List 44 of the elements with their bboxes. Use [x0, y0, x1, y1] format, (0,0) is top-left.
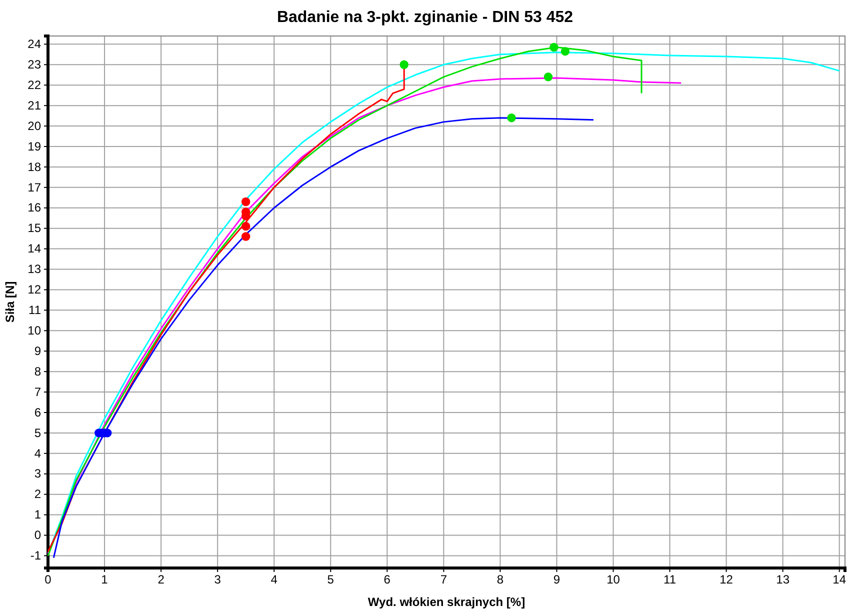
- x-tick-label: 6: [384, 572, 391, 587]
- y-tick-label: 23: [28, 57, 42, 72]
- x-tick-label: 1: [101, 572, 108, 587]
- x-tick-label: 4: [270, 572, 278, 587]
- x-tick-label: 11: [664, 572, 676, 587]
- y-tick-label: 18: [28, 160, 42, 174]
- y-tick-label: 16: [28, 200, 42, 215]
- x-tick-label: 2: [158, 572, 165, 587]
- y-tick-label: 11: [28, 303, 42, 318]
- y-tick-label: -1: [30, 548, 42, 563]
- y-tick-label: 7: [34, 384, 42, 399]
- x-tick-label: 5: [327, 572, 334, 587]
- y-tick-label: 4: [34, 446, 42, 460]
- y-tick-label: 21: [28, 98, 42, 112]
- y-tick-label: 14: [28, 242, 42, 256]
- x-tick-label: 10: [606, 572, 620, 587]
- y-tick-label: 2: [34, 487, 42, 502]
- x-axis-title: Wyd. włókien skrajnych [%]: [368, 595, 526, 609]
- y-tick-label: 10: [28, 323, 42, 338]
- y-axis-title: Siła [N]: [3, 281, 17, 323]
- y-tick-label: 1: [34, 508, 42, 522]
- y-tick-label: 13: [28, 262, 42, 276]
- x-tick-label: 13: [776, 572, 790, 587]
- y-tick-label: 6: [34, 405, 42, 420]
- y-tick-label: 20: [28, 118, 42, 133]
- y-tick-label: 24: [28, 37, 42, 52]
- x-tick-label: 14: [832, 572, 846, 587]
- y-tick-label: 0: [34, 528, 42, 542]
- x-tick-label: 0: [44, 572, 52, 587]
- x-tick-label: 12: [720, 572, 734, 587]
- y-tick-label: 15: [28, 221, 42, 236]
- x-tick-label: 7: [440, 572, 448, 587]
- y-tick-label: 22: [28, 78, 42, 92]
- x-tick-label: 3: [214, 572, 222, 587]
- y-tick-label: 17: [28, 180, 42, 194]
- y-tick-label: 3: [34, 466, 42, 481]
- y-tick-label: 5: [34, 426, 42, 440]
- chart-title: Badanie na 3-pkt. zginanie - DIN 53 452: [276, 9, 574, 26]
- y-tick-label: 19: [28, 139, 42, 154]
- y-tick-label: 8: [34, 364, 42, 378]
- x-tick-label: 9: [553, 572, 560, 587]
- x-tick-label: 8: [496, 572, 504, 587]
- y-tick-label: 9: [34, 344, 42, 358]
- y-tick-label: 12: [28, 282, 42, 297]
